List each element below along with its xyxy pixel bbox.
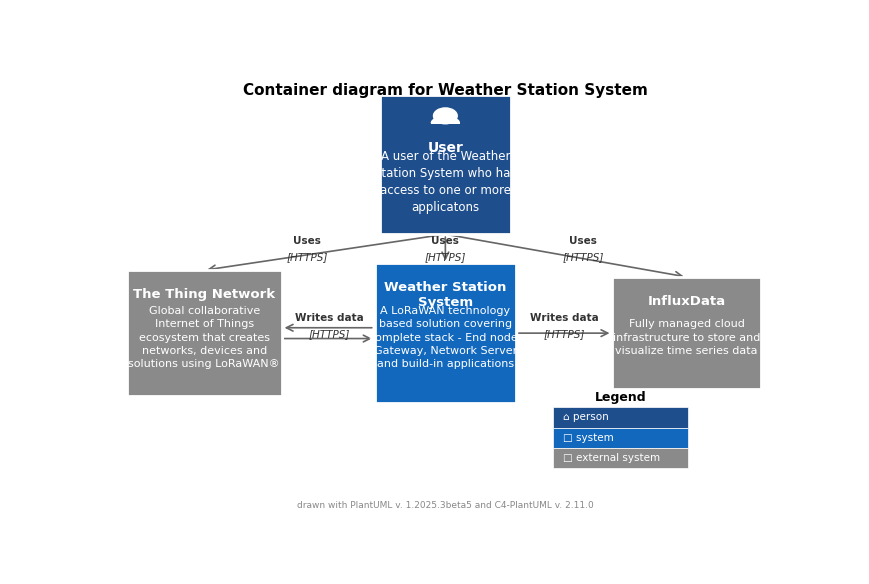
Text: drawn with PlantUML v. 1.2025.3beta5 and C4-PlantUML v. 2.11.0: drawn with PlantUML v. 1.2025.3beta5 and…: [297, 501, 594, 510]
Text: The Thing Network: The Thing Network: [133, 288, 275, 301]
Text: [HTTPS]: [HTTPS]: [308, 329, 350, 339]
Text: Global collaborative
Internet of Things
ecosystem that creates
networks, devices: Global collaborative Internet of Things …: [129, 306, 280, 369]
Text: Legend: Legend: [594, 391, 647, 404]
FancyBboxPatch shape: [127, 270, 282, 396]
Text: Writes data: Writes data: [529, 313, 598, 324]
Text: Container diagram for Weather Station System: Container diagram for Weather Station Sy…: [243, 83, 647, 98]
Circle shape: [434, 108, 457, 124]
Text: □ external system: □ external system: [563, 453, 660, 463]
FancyBboxPatch shape: [380, 95, 511, 234]
Text: Writes data: Writes data: [295, 313, 364, 324]
Polygon shape: [431, 117, 460, 123]
FancyBboxPatch shape: [375, 263, 516, 403]
Text: Uses: Uses: [294, 236, 322, 246]
Text: [HTTPS]: [HTTPS]: [563, 252, 604, 262]
Text: Fully managed cloud
infrastructure to store and
visualize time series data: Fully managed cloud infrastructure to st…: [613, 319, 760, 356]
Text: A LoRaWAN technology
based solution covering
complete stack - End node,
Gateway,: A LoRaWAN technology based solution cove…: [369, 306, 521, 369]
Text: Weather Station
System: Weather Station System: [384, 281, 507, 310]
Text: [HTTPS]: [HTTPS]: [543, 329, 585, 339]
Text: [HTTPS]: [HTTPS]: [287, 252, 328, 262]
Text: User: User: [428, 141, 463, 155]
FancyBboxPatch shape: [554, 408, 688, 427]
Text: [HTTPS]: [HTTPS]: [425, 252, 466, 262]
Text: InfluxData: InfluxData: [647, 295, 726, 308]
FancyBboxPatch shape: [554, 448, 688, 468]
FancyBboxPatch shape: [613, 277, 760, 390]
FancyBboxPatch shape: [554, 427, 688, 448]
Text: Uses: Uses: [569, 236, 597, 246]
Text: □ system: □ system: [563, 433, 614, 443]
Text: Uses: Uses: [431, 236, 460, 246]
Text: ⌂ person: ⌂ person: [563, 412, 609, 422]
Text: A user of the Weather
Station System who has
access to one or more
applicatons: A user of the Weather Station System who…: [375, 151, 516, 214]
